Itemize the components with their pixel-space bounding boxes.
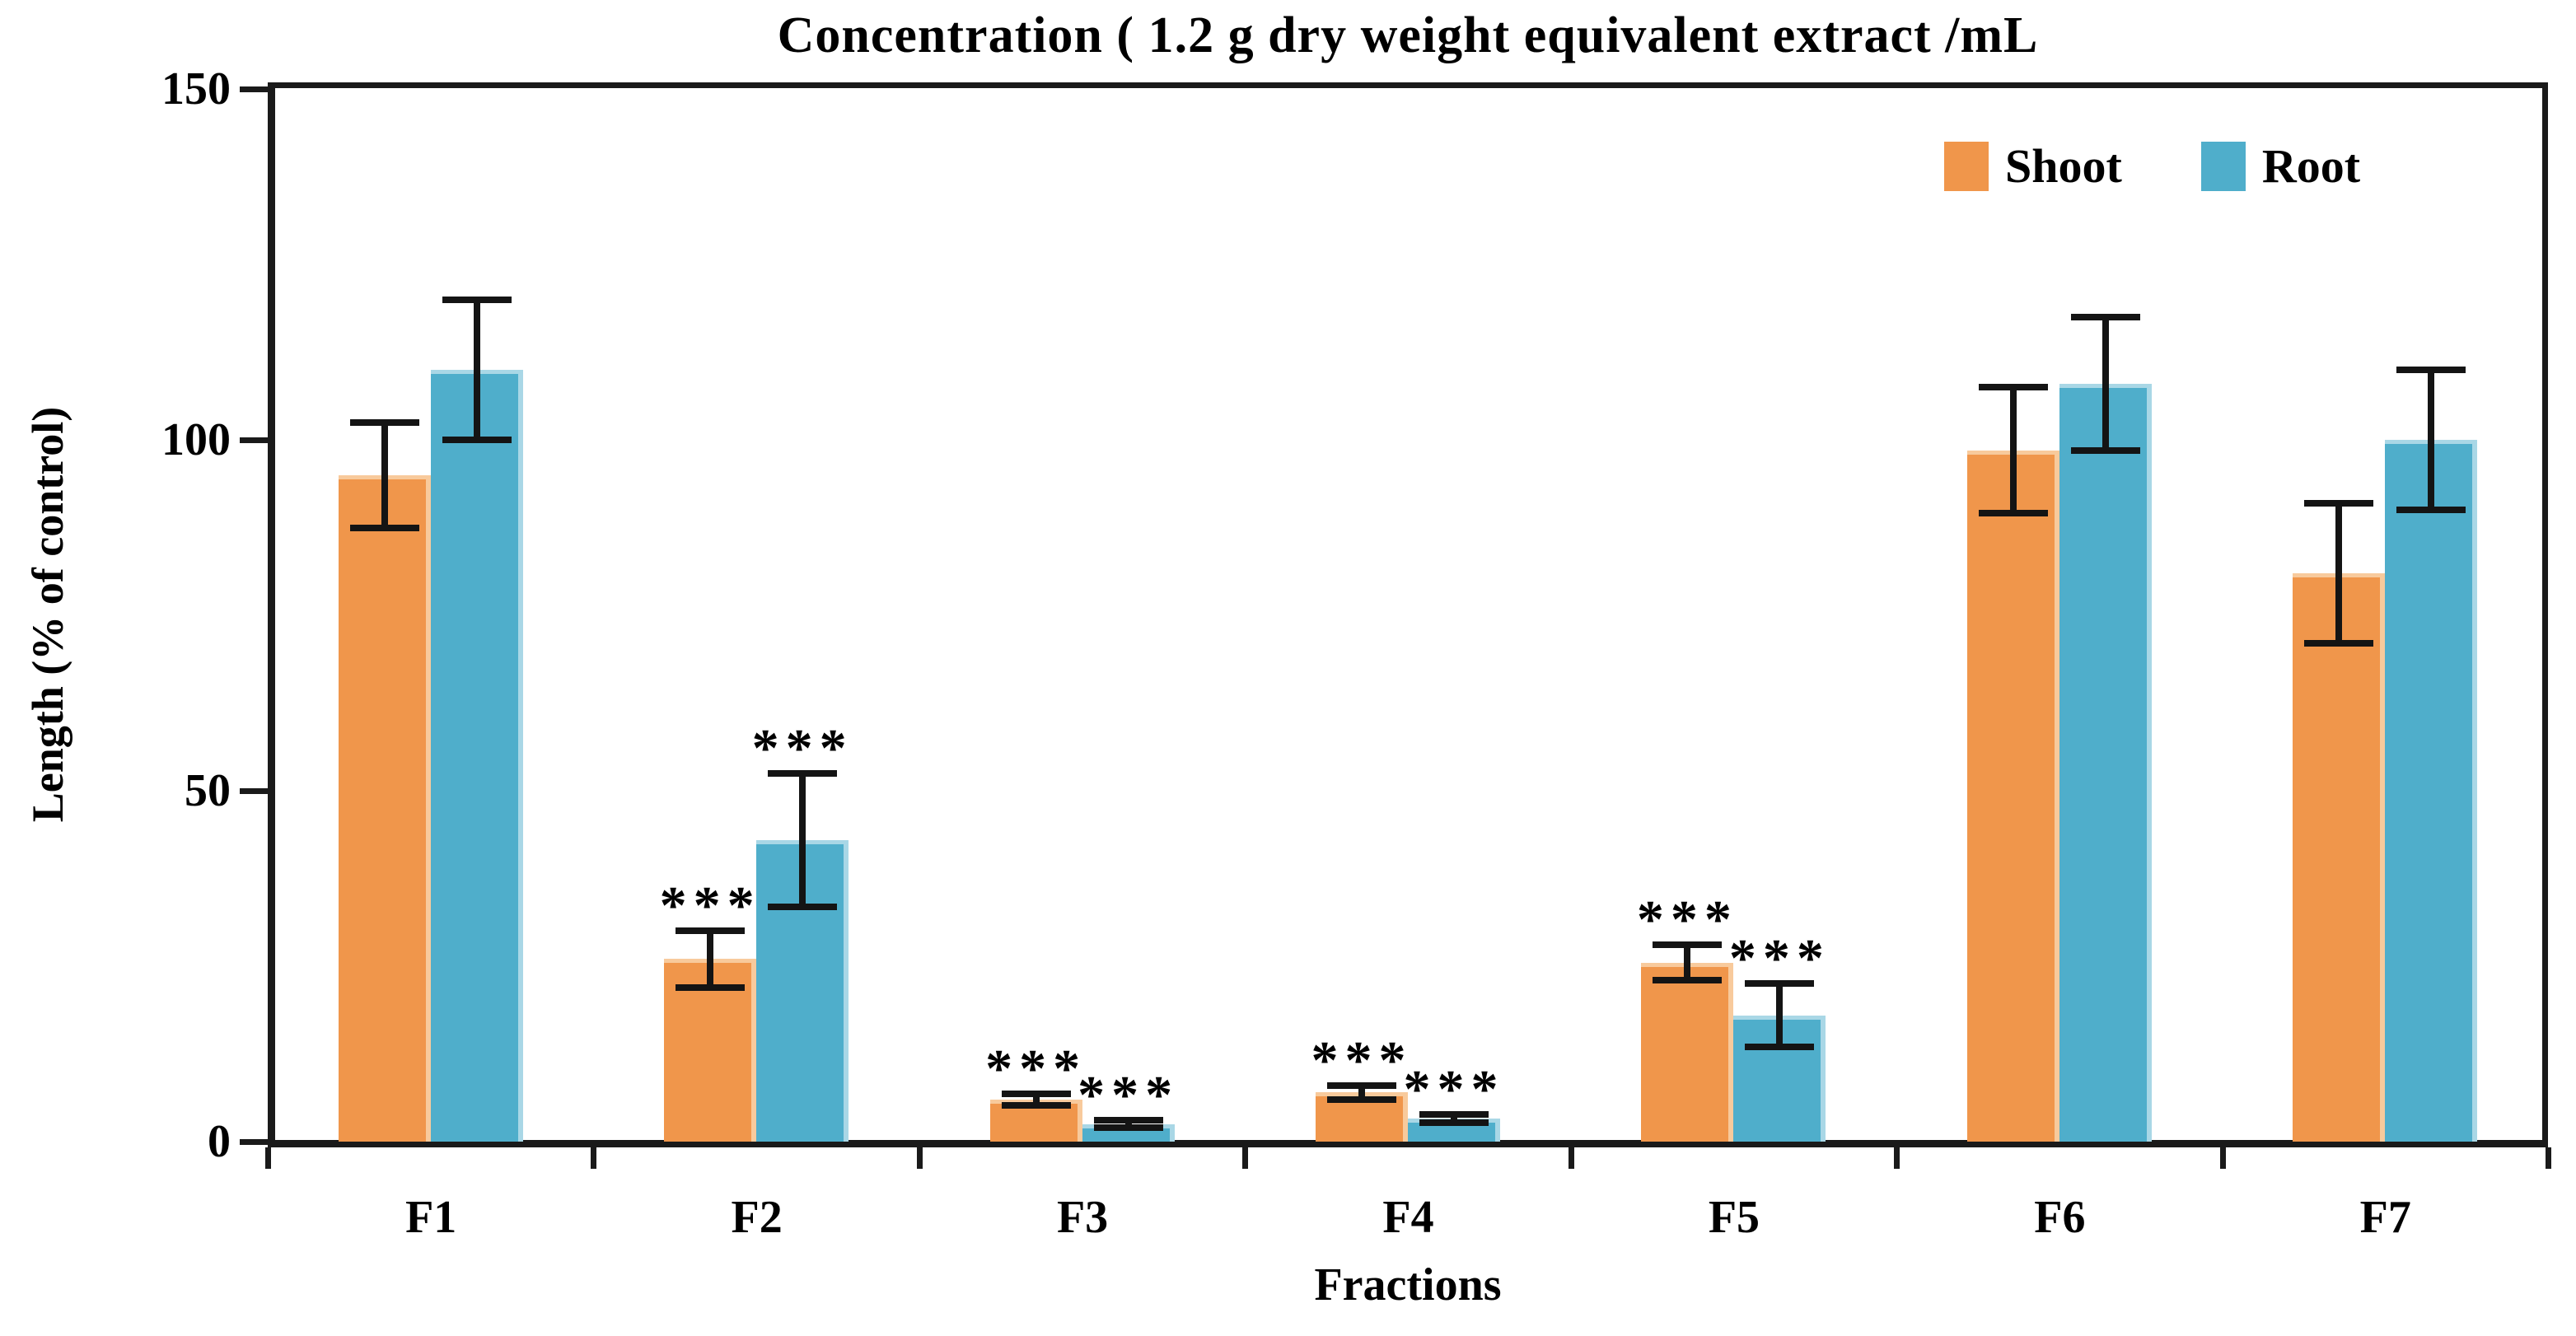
error-cap-top-shoot-F5 <box>1653 941 1723 949</box>
legend-label-root: Root <box>2261 139 2361 193</box>
category-label-F5: F5 <box>1708 1192 1760 1243</box>
error-bar-shoot-F3 <box>1032 1094 1040 1105</box>
y-tick-label-0: 0 <box>208 1116 231 1167</box>
plot-area <box>268 82 2548 1147</box>
error-bar-root-F7 <box>2428 369 2435 511</box>
category-label-F4: F4 <box>1382 1192 1434 1243</box>
error-cap-top-root-F7 <box>2396 366 2466 373</box>
category-label-F1: F1 <box>405 1192 457 1243</box>
sig-stars-shoot-F3: *** <box>985 1039 1087 1100</box>
error-cap-bottom-shoot-F2 <box>676 983 746 991</box>
legend-item-shoot: Shoot <box>1944 142 2122 191</box>
legend-item-root: Root <box>2200 139 2361 193</box>
sig-stars-root-F2: *** <box>751 717 853 778</box>
error-cap-bottom-shoot-F3 <box>1001 1101 1071 1109</box>
y-tick-100 <box>240 437 269 443</box>
error-cap-bottom-root-F3 <box>1093 1123 1163 1131</box>
error-bar-root-F3 <box>1124 1120 1132 1128</box>
sig-stars-root-F4: *** <box>1403 1058 1505 1119</box>
sig-stars-root-F3: *** <box>1078 1065 1180 1126</box>
sig-stars-shoot-F4: *** <box>1311 1030 1413 1091</box>
bar-shoot-F6 <box>1966 450 2059 1142</box>
error-cap-bottom-root-F2 <box>768 903 838 910</box>
error-cap-top-root-F4 <box>1419 1110 1489 1118</box>
y-tick-label-150: 150 <box>161 63 231 114</box>
error-cap-bottom-shoot-F7 <box>2304 640 2374 647</box>
bar-shoot-F1 <box>338 474 431 1142</box>
y-tick-label-100: 100 <box>161 414 231 465</box>
x-tick-3 <box>1242 1147 1249 1169</box>
error-cap-top-shoot-F1 <box>349 418 419 426</box>
error-bar-root-F4 <box>1451 1114 1457 1123</box>
error-bar-shoot-F7 <box>2335 502 2343 644</box>
x-tick-5 <box>1894 1147 1900 1169</box>
y-tick-0 <box>240 1139 269 1145</box>
error-cap-top-shoot-F7 <box>2304 499 2374 507</box>
x-tick-6 <box>2219 1147 2226 1169</box>
bar-root-F1 <box>430 369 523 1142</box>
x-tick-1 <box>591 1147 597 1169</box>
error-cap-bottom-root-F4 <box>1419 1119 1489 1126</box>
error-cap-top-shoot-F3 <box>1001 1091 1071 1098</box>
error-cap-bottom-shoot-F4 <box>1327 1095 1396 1103</box>
error-bar-root-F6 <box>2101 316 2109 451</box>
error-cap-bottom-root-F7 <box>2396 507 2466 514</box>
error-cap-top-root-F6 <box>2070 313 2140 320</box>
chart-title: Concentration ( 1.2 g dry weight equival… <box>777 7 2039 63</box>
error-bar-shoot-F5 <box>1684 945 1691 981</box>
x-tick-2 <box>916 1147 923 1169</box>
error-cap-bottom-shoot-F1 <box>349 524 419 531</box>
y-axis-title: Length (% of control) <box>23 406 72 823</box>
error-cap-bottom-shoot-F5 <box>1653 977 1723 984</box>
error-cap-top-root-F3 <box>1093 1117 1163 1124</box>
sig-stars-root-F5: *** <box>1728 928 1830 989</box>
sig-stars-shoot-F2: *** <box>659 876 761 937</box>
error-cap-bottom-root-F6 <box>2070 446 2140 454</box>
error-cap-top-shoot-F6 <box>1978 384 2048 391</box>
legend: Shoot Root <box>1944 142 2360 191</box>
error-cap-top-shoot-F4 <box>1327 1081 1396 1089</box>
error-cap-bottom-shoot-F6 <box>1978 510 2048 517</box>
category-label-F3: F3 <box>1056 1192 1109 1243</box>
x-tick-7 <box>2546 1147 2551 1169</box>
error-bar-shoot-F2 <box>707 931 714 988</box>
y-tick-50 <box>240 788 269 794</box>
error-bar-shoot-F4 <box>1358 1085 1365 1100</box>
x-axis-title: Fractions <box>1314 1259 1502 1310</box>
error-cap-top-root-F5 <box>1745 980 1815 988</box>
category-label-F2: F2 <box>731 1192 783 1243</box>
error-cap-top-root-F2 <box>768 769 838 777</box>
category-label-F6: F6 <box>2034 1192 2086 1243</box>
error-bar-root-F2 <box>799 773 806 907</box>
error-bar-root-F1 <box>473 299 480 440</box>
error-cap-bottom-root-F1 <box>442 437 512 443</box>
category-label-F7: F7 <box>2359 1192 2411 1243</box>
bar-shoot-F5 <box>1641 962 1734 1142</box>
error-bar-root-F5 <box>1776 983 1784 1047</box>
y-tick-150 <box>240 86 269 92</box>
legend-swatch-shoot <box>1944 142 1989 191</box>
error-cap-bottom-root-F5 <box>1745 1043 1815 1050</box>
legend-label-shoot: Shoot <box>2005 139 2122 193</box>
error-bar-shoot-F1 <box>381 422 388 528</box>
bar-shoot-F7 <box>2293 572 2386 1142</box>
error-cap-top-shoot-F2 <box>676 927 746 935</box>
sig-stars-shoot-F5: *** <box>1636 890 1738 951</box>
legend-swatch-root <box>2200 142 2246 191</box>
bar-root-F6 <box>2059 383 2152 1142</box>
bar-root-F7 <box>2385 440 2478 1142</box>
error-cap-top-root-F1 <box>442 296 512 303</box>
x-tick-4 <box>1568 1147 1574 1169</box>
y-tick-label-50: 50 <box>185 765 231 816</box>
error-bar-shoot-F6 <box>2009 387 2017 514</box>
x-tick-0 <box>265 1147 271 1169</box>
